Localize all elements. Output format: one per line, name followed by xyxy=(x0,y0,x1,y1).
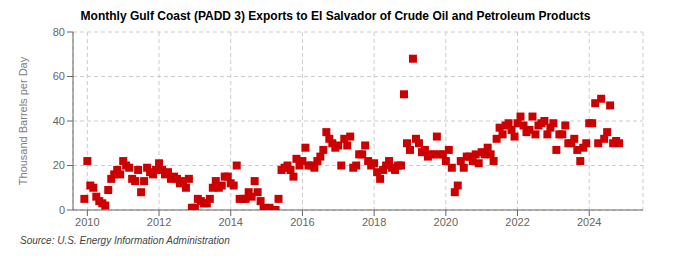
html-text:Source: U.S. Energy Informatio: Source: U.S. Energy Information Administ… xyxy=(20,235,230,246)
svg-text:2018: 2018 xyxy=(362,216,386,228)
html-text:Monthly Gulf Coast (PADD 3) Ex: Monthly Gulf Coast (PADD 3) Exports to E… xyxy=(80,9,591,23)
svg-text:2022: 2022 xyxy=(505,216,529,228)
svg-text:Thousand Barrels per Day: Thousand Barrels per Day xyxy=(17,56,29,185)
svg-text:20: 20 xyxy=(53,159,65,171)
svg-text:2014: 2014 xyxy=(218,216,242,228)
svg-text:2010: 2010 xyxy=(75,216,99,228)
svg-text:0: 0 xyxy=(59,204,65,216)
svg-text:2024: 2024 xyxy=(577,216,601,228)
svg-text:2016: 2016 xyxy=(290,216,314,228)
svg-text:60: 60 xyxy=(53,70,65,82)
svg-text:2012: 2012 xyxy=(147,216,171,228)
svg-text:40: 40 xyxy=(53,115,65,127)
svg-text:80: 80 xyxy=(53,26,65,38)
svg-text:2020: 2020 xyxy=(434,216,458,228)
